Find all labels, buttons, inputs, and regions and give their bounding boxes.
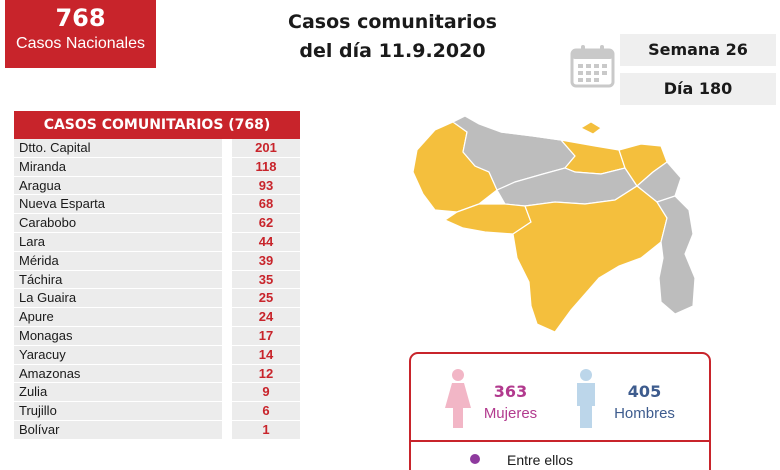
page-title: Casos comunitarios del día 11.9.2020 [235, 8, 550, 66]
table-row: Bolívar 1 [14, 420, 300, 440]
women-count: 363 [493, 382, 528, 401]
women-label: Mujeres [483, 405, 538, 422]
panel-divider [411, 440, 709, 442]
state-name: Dtto. Capital [14, 139, 222, 158]
map-region-island [579, 121, 602, 135]
table-row: Apure 24 [14, 308, 300, 327]
state-name: Monagas [14, 326, 222, 346]
national-cases-label: Casos Nacionales [16, 35, 145, 52]
table-row: Nueva Esparta 68 [14, 195, 300, 215]
between-label: Entre ellos [507, 452, 574, 468]
table-row: Monagas 17 [14, 326, 300, 346]
state-cases: 12 [232, 364, 300, 384]
state-cases: 25 [232, 289, 300, 309]
state-cases: 62 [232, 214, 300, 233]
male-icon [577, 369, 595, 428]
cases-table-title: CASOS COMUNITARIOS (768) [14, 111, 300, 139]
state-name: Carabobo [14, 214, 222, 233]
day-badge: Día 180 [620, 73, 776, 105]
table-row: Miranda 118 [14, 157, 300, 177]
state-cases: 68 [232, 195, 300, 215]
table-row: Amazonas 12 [14, 364, 300, 384]
state-name: Miranda [14, 157, 222, 177]
table-row: Táchira 35 [14, 270, 300, 290]
national-cases-count: 768 [55, 4, 106, 32]
state-name: Trujillo [14, 402, 222, 421]
venezuela-map [412, 115, 696, 333]
cases-table: CASOS COMUNITARIOS (768) Dtto. Capital 20… [14, 111, 300, 440]
state-cases: 9 [232, 383, 300, 403]
map-region-south [512, 185, 668, 333]
state-name: Mérida [14, 251, 222, 271]
table-row: Lara 44 [14, 232, 300, 252]
table-row: Carabobo 62 [14, 214, 300, 233]
female-icon [445, 369, 471, 428]
state-name: Apure [14, 308, 222, 327]
gender-panel: 363 Mujeres 405 Hombres Entre ellos [409, 352, 711, 470]
page-title-line2: del día 11.9.2020 [299, 40, 486, 62]
person-icon [470, 454, 480, 464]
men-label: Hombres [614, 405, 675, 422]
state-cases: 39 [232, 251, 300, 271]
men-count: 405 [627, 382, 662, 401]
table-row: La Guaira 25 [14, 289, 300, 309]
state-name: Nueva Esparta [14, 195, 222, 215]
state-cases: 17 [232, 326, 300, 346]
state-cases: 24 [232, 308, 300, 327]
state-cases: 93 [232, 176, 300, 196]
state-cases: 6 [232, 402, 300, 421]
state-name: La Guaira [14, 289, 222, 309]
state-cases: 35 [232, 270, 300, 290]
table-row: Dtto. Capital 201 [14, 139, 300, 158]
calendar-icon [570, 45, 615, 88]
state-cases: 1 [232, 420, 300, 440]
cases-table-body: Dtto. Capital 201 Miranda 118 Aragua 93 Nueva … [14, 139, 300, 440]
page-title-line1: Casos comunitarios [288, 11, 497, 33]
state-name: Zulia [14, 383, 222, 403]
state-cases: 118 [232, 157, 300, 177]
state-name: Aragua [14, 176, 222, 196]
state-cases: 14 [232, 345, 300, 365]
state-name: Lara [14, 232, 222, 252]
table-row: Mérida 39 [14, 251, 300, 271]
state-name: Táchira [14, 270, 222, 290]
state-name: Amazonas [14, 364, 222, 384]
table-row: Yaracuy 14 [14, 345, 300, 365]
state-cases: 201 [232, 139, 300, 158]
table-row: Aragua 93 [14, 176, 300, 196]
national-cases-box: 768 Casos Nacionales [5, 0, 156, 68]
state-cases: 44 [232, 232, 300, 252]
week-badge: Semana 26 [620, 34, 776, 66]
table-row: Trujillo 6 [14, 402, 300, 421]
state-name: Yaracuy [14, 345, 222, 365]
map-region-essequibo-grey [656, 195, 696, 315]
state-name: Bolívar [14, 420, 222, 440]
table-row: Zulia 9 [14, 383, 300, 403]
